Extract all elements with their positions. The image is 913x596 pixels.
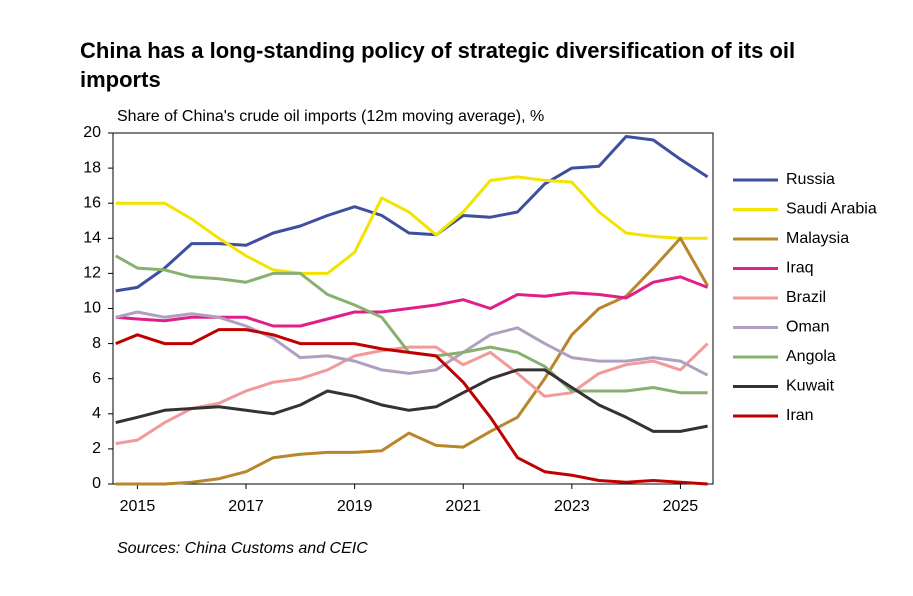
- y-tick-label: 14: [83, 230, 101, 247]
- y-tick-label: 16: [83, 194, 101, 211]
- legend-label: Oman: [786, 319, 830, 336]
- y-tick-label: 6: [92, 370, 101, 387]
- legend-label: Brazil: [786, 289, 826, 306]
- series-line: [115, 368, 708, 433]
- x-tick-label: 2019: [337, 498, 373, 515]
- y-tick-label: 8: [92, 335, 101, 352]
- series-line: [115, 175, 708, 275]
- x-tick-label: 2023: [554, 498, 590, 515]
- y-tick-label: 0: [92, 475, 101, 492]
- x-tick-label: 2021: [445, 498, 481, 515]
- x-tick-label: 2025: [663, 498, 699, 515]
- legend-label: Kuwait: [786, 378, 835, 395]
- chart-title: China has a long-standing policy of stra…: [80, 38, 796, 92]
- series-line: [115, 275, 709, 328]
- series-line: [115, 328, 708, 486]
- series-line: [115, 236, 709, 486]
- subtitle: Share of China's crude oil imports (12m …: [117, 108, 544, 125]
- legend-label: Iraq: [786, 260, 814, 277]
- x-tick-label: 2017: [228, 498, 264, 515]
- y-tick-label: 2: [92, 440, 101, 457]
- y-tick-label: 10: [83, 300, 101, 317]
- series-line: [115, 135, 709, 293]
- legend-label: Russia: [786, 171, 835, 188]
- y-tick-label: 18: [83, 159, 101, 176]
- x-tick-label: 2015: [120, 498, 156, 515]
- series-line: [115, 342, 709, 446]
- y-tick-label: 20: [83, 124, 101, 141]
- legend-label: Malaysia: [786, 230, 849, 247]
- y-tick-label: 12: [83, 265, 101, 282]
- legend-label: Saudi Arabia: [786, 201, 877, 218]
- legend-label: Iran: [786, 407, 814, 424]
- series-line: [115, 310, 709, 377]
- y-tick-label: 4: [92, 405, 101, 422]
- source: Sources: China Customs and CEIC: [117, 540, 368, 557]
- legend-label: Angola: [786, 348, 836, 365]
